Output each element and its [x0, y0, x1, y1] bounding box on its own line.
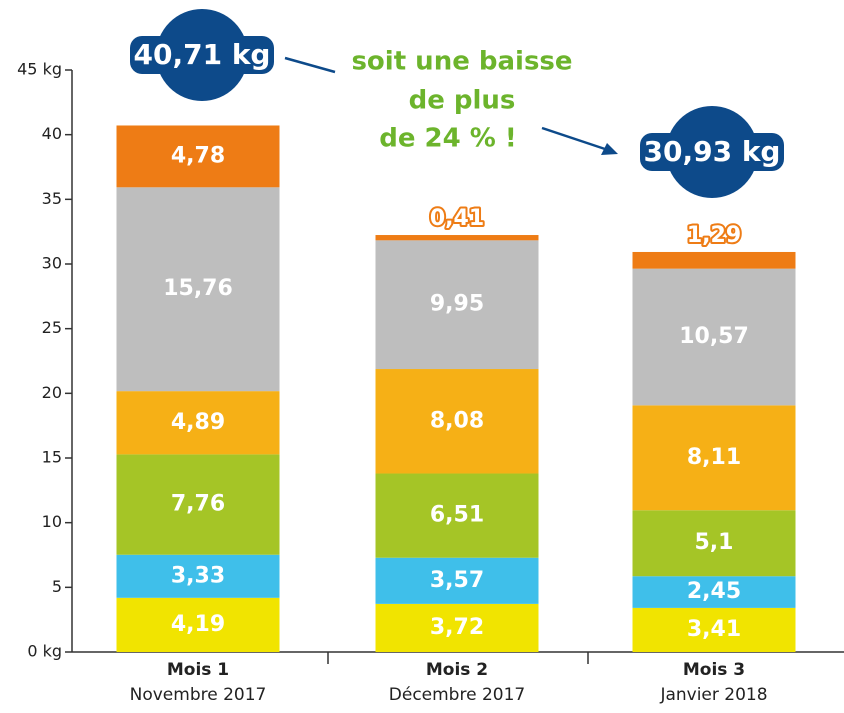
x-tick-label: Mois 1	[167, 660, 229, 680]
bar-segment	[116, 597, 280, 652]
annotation: de plus	[409, 86, 516, 116]
y-tick-label: 15	[42, 448, 62, 467]
x-tick-label: Mois 2	[426, 660, 488, 680]
y-tick-label: 40	[42, 124, 62, 143]
value-label: 4,89	[171, 410, 225, 435]
x-tick-sublabel: Décembre 2017	[389, 685, 525, 705]
value-label: 5,1	[695, 530, 734, 555]
arrow-head	[601, 143, 618, 155]
bar-segment	[116, 187, 280, 392]
value-label: 3,33	[171, 563, 225, 588]
total-label: 30,93 kg	[644, 135, 781, 168]
bar-segment	[632, 576, 796, 608]
y-tick-label: 45 kg	[17, 60, 62, 79]
bar-segment	[632, 251, 796, 269]
total-label: 40,71 kg	[134, 38, 271, 71]
y-tick-label: 25	[42, 318, 62, 337]
y-tick-label: 20	[42, 383, 62, 402]
bar-segment	[116, 391, 280, 455]
value-label: 3,41	[687, 617, 741, 642]
bar-segment	[632, 607, 796, 652]
y-tick-label: 30	[42, 254, 62, 273]
value-label: 4,78	[171, 143, 225, 168]
value-label: 9,95	[430, 292, 484, 317]
arrow	[541, 126, 609, 152]
annotation: soit une baisse	[351, 47, 572, 77]
bar-segment	[632, 510, 796, 577]
value-label: 2,45	[687, 579, 741, 604]
bar-segment	[116, 125, 280, 188]
value-label: 0,41	[430, 206, 484, 231]
value-label: 6,51	[430, 503, 484, 528]
x-tick-sublabel: Janvier 2018	[659, 685, 767, 705]
value-label: 10,57	[679, 324, 749, 349]
bar-segment	[375, 369, 539, 474]
value-label: 3,72	[430, 615, 484, 640]
bar-segment	[116, 554, 280, 598]
bar-segment	[632, 405, 796, 511]
value-label: 3,57	[430, 568, 484, 593]
total-pill	[640, 133, 784, 171]
value-label: 8,11	[687, 445, 741, 470]
y-tick-label: 35	[42, 189, 62, 208]
x-tick-label: Mois 3	[683, 660, 745, 680]
bar-segment	[116, 454, 280, 555]
bar-segment	[375, 240, 539, 370]
annotation: de 24 % !	[379, 124, 517, 154]
x-tick-sublabel: Novembre 2017	[130, 685, 267, 705]
y-tick-label: 10	[42, 512, 62, 531]
bar-segment	[375, 473, 539, 558]
arrow	[284, 56, 336, 74]
y-tick-label: 5	[52, 577, 62, 596]
bar-segment	[375, 557, 539, 604]
y-tick-label: 0 kg	[27, 642, 62, 661]
value-label: 1,29	[687, 223, 741, 248]
value-label: 4,19	[171, 612, 225, 637]
bar-segment	[375, 603, 539, 652]
value-label: 7,76	[171, 492, 225, 517]
bar-segment	[632, 268, 796, 406]
bar-segment	[375, 235, 539, 241]
value-label: 15,76	[163, 276, 233, 301]
value-label: 8,08	[430, 408, 484, 433]
total-pill	[130, 36, 274, 74]
